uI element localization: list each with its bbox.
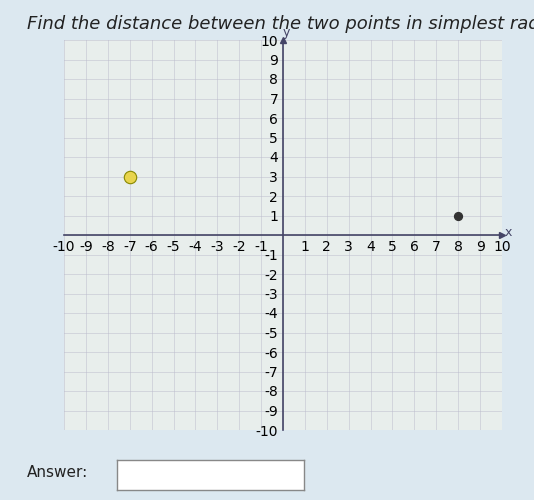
Point: [125, 172, 134, 180]
Text: Answer:: Answer:: [27, 465, 88, 480]
Text: x: x: [505, 226, 512, 238]
Text: Find the distance between the two points in simplest radical form.: Find the distance between the two points…: [27, 15, 534, 33]
Text: y: y: [282, 26, 290, 38]
Point: [454, 212, 462, 220]
